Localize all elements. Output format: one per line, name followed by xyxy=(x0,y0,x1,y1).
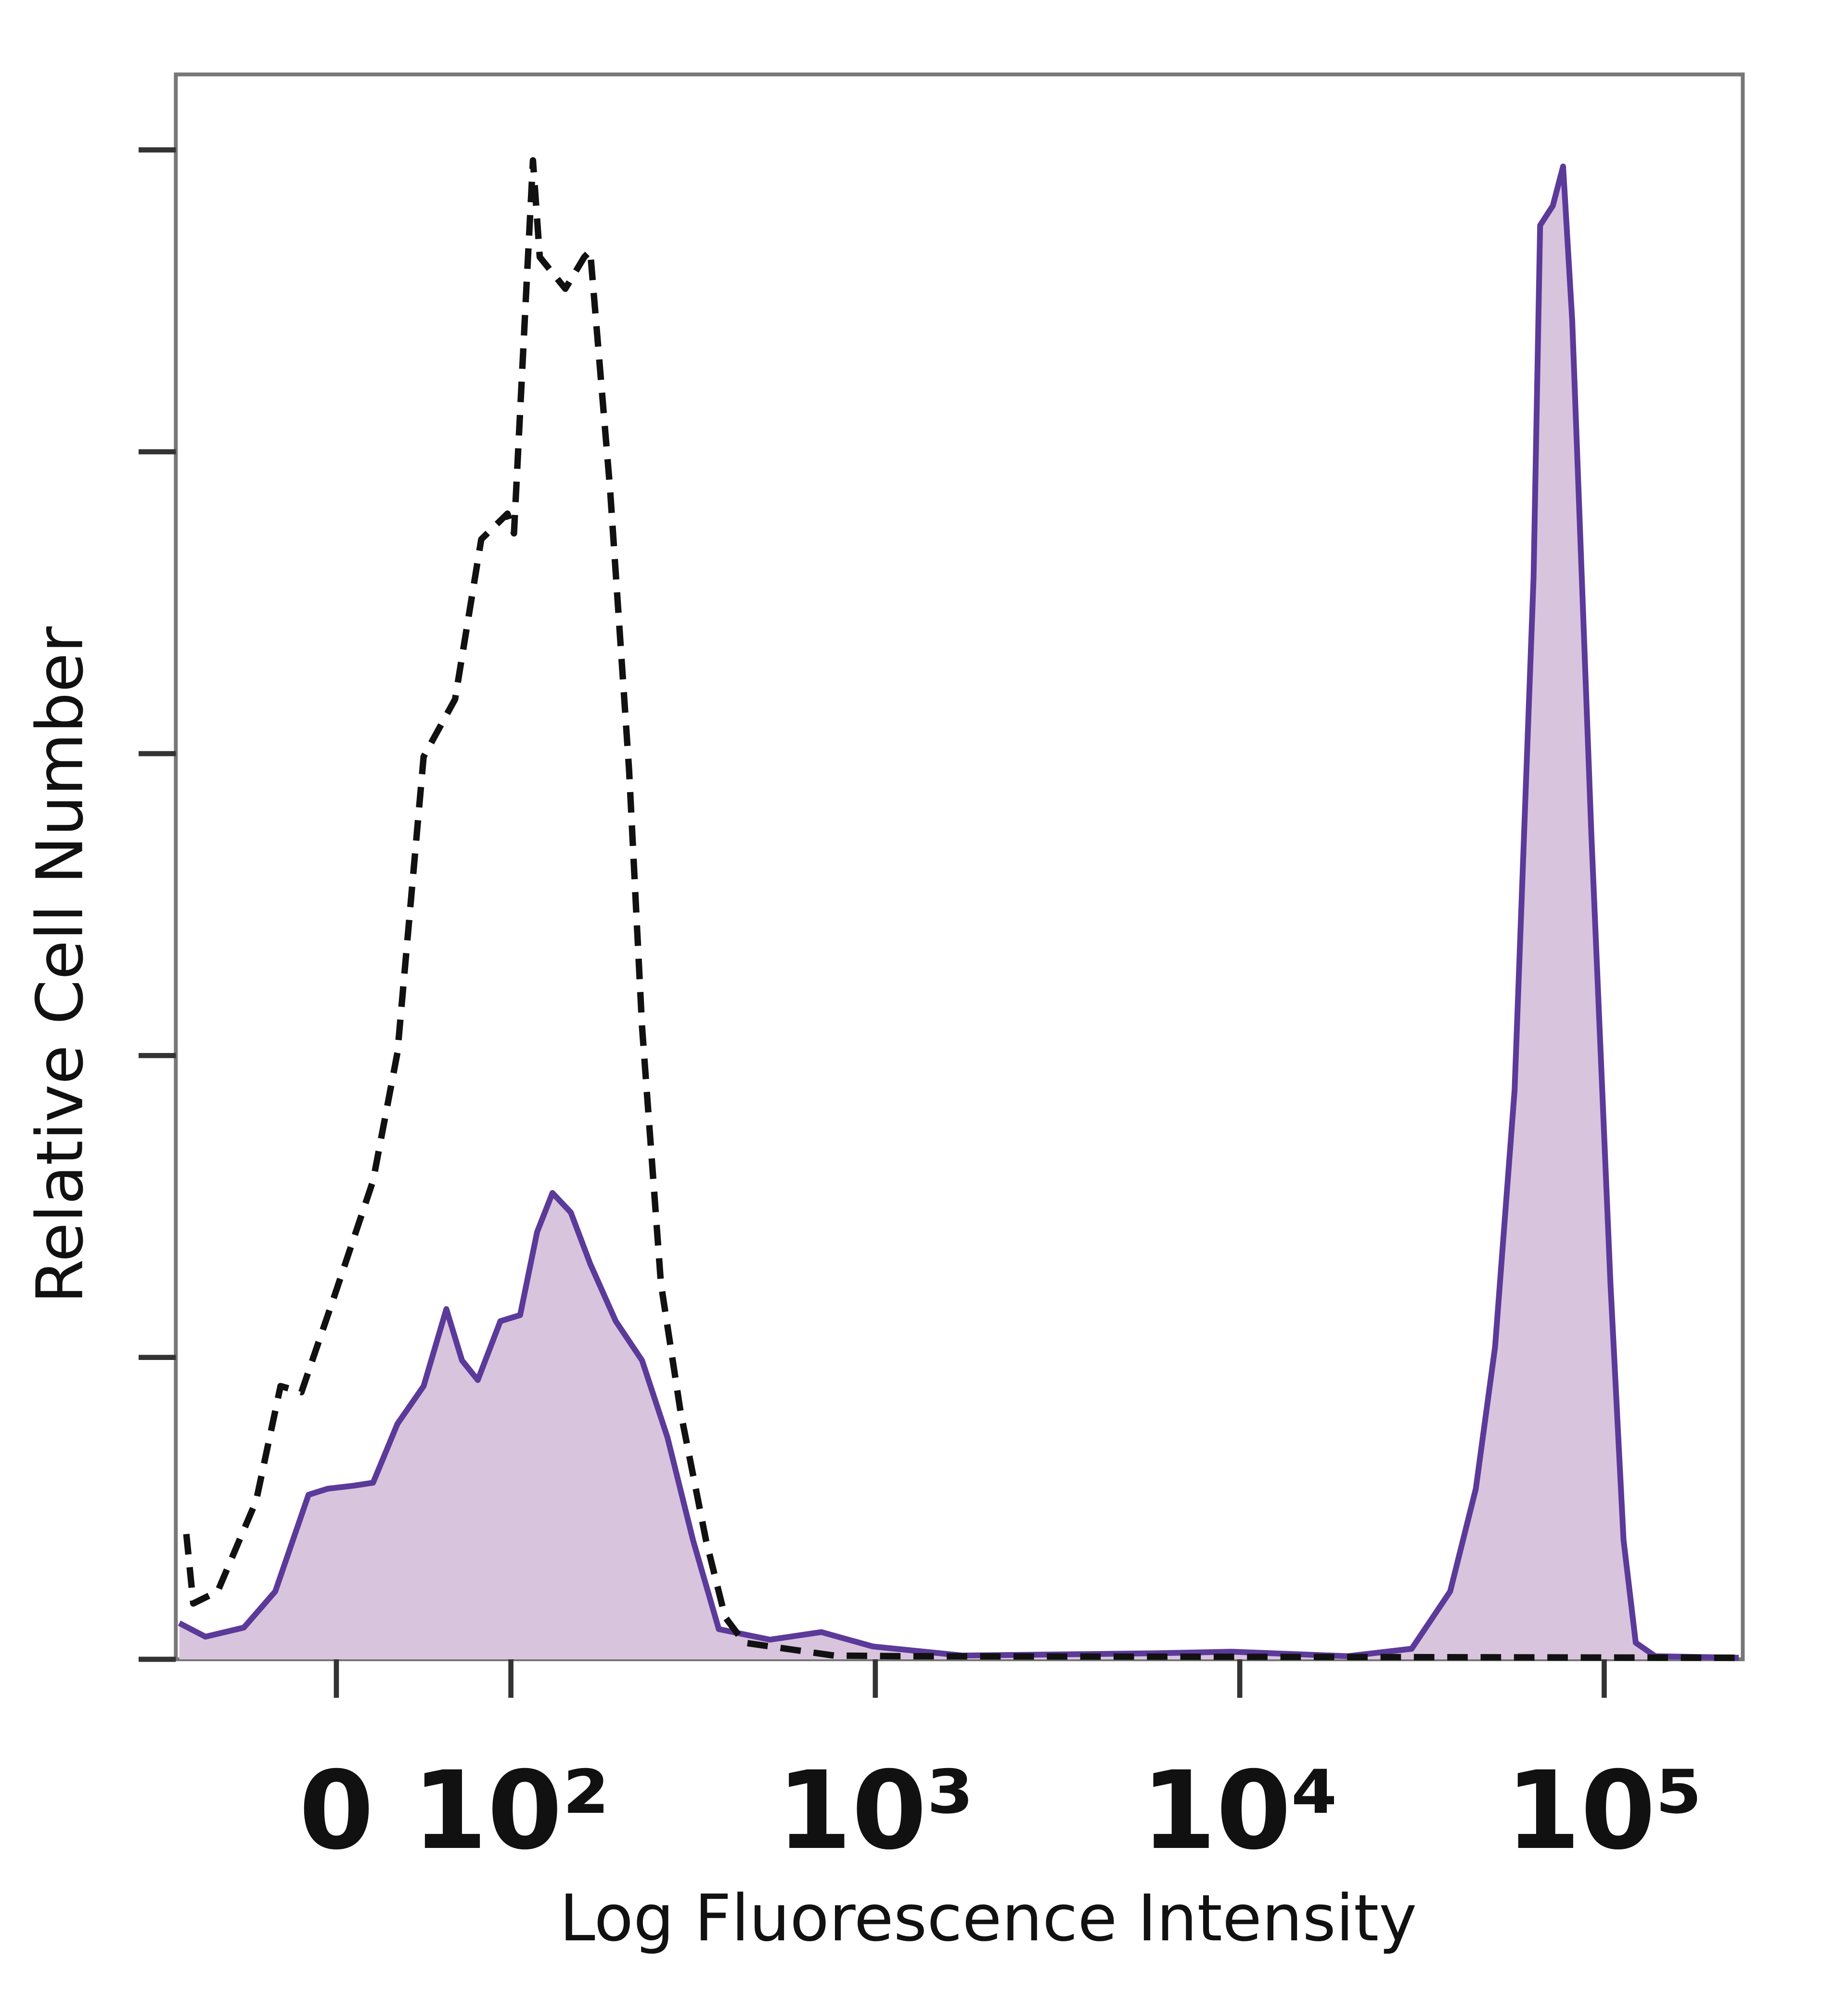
plot-area xyxy=(178,157,1739,1661)
histogram-line xyxy=(183,157,1739,1661)
x-tick-label: 10⁴ xyxy=(1141,1748,1338,1873)
histogram-area xyxy=(179,166,1739,1659)
x-tick-label: 0 xyxy=(299,1748,374,1873)
histogram-line xyxy=(178,163,1739,1661)
x-tick-label: 10² xyxy=(412,1748,610,1873)
x-axis-label: Log Fluorescence Intensity xyxy=(560,1881,1417,1956)
y-axis-label: Relative Cell Number xyxy=(23,627,98,1304)
x-tick-label: 10³ xyxy=(777,1748,974,1873)
x-tick-label: 10⁵ xyxy=(1505,1748,1703,1873)
